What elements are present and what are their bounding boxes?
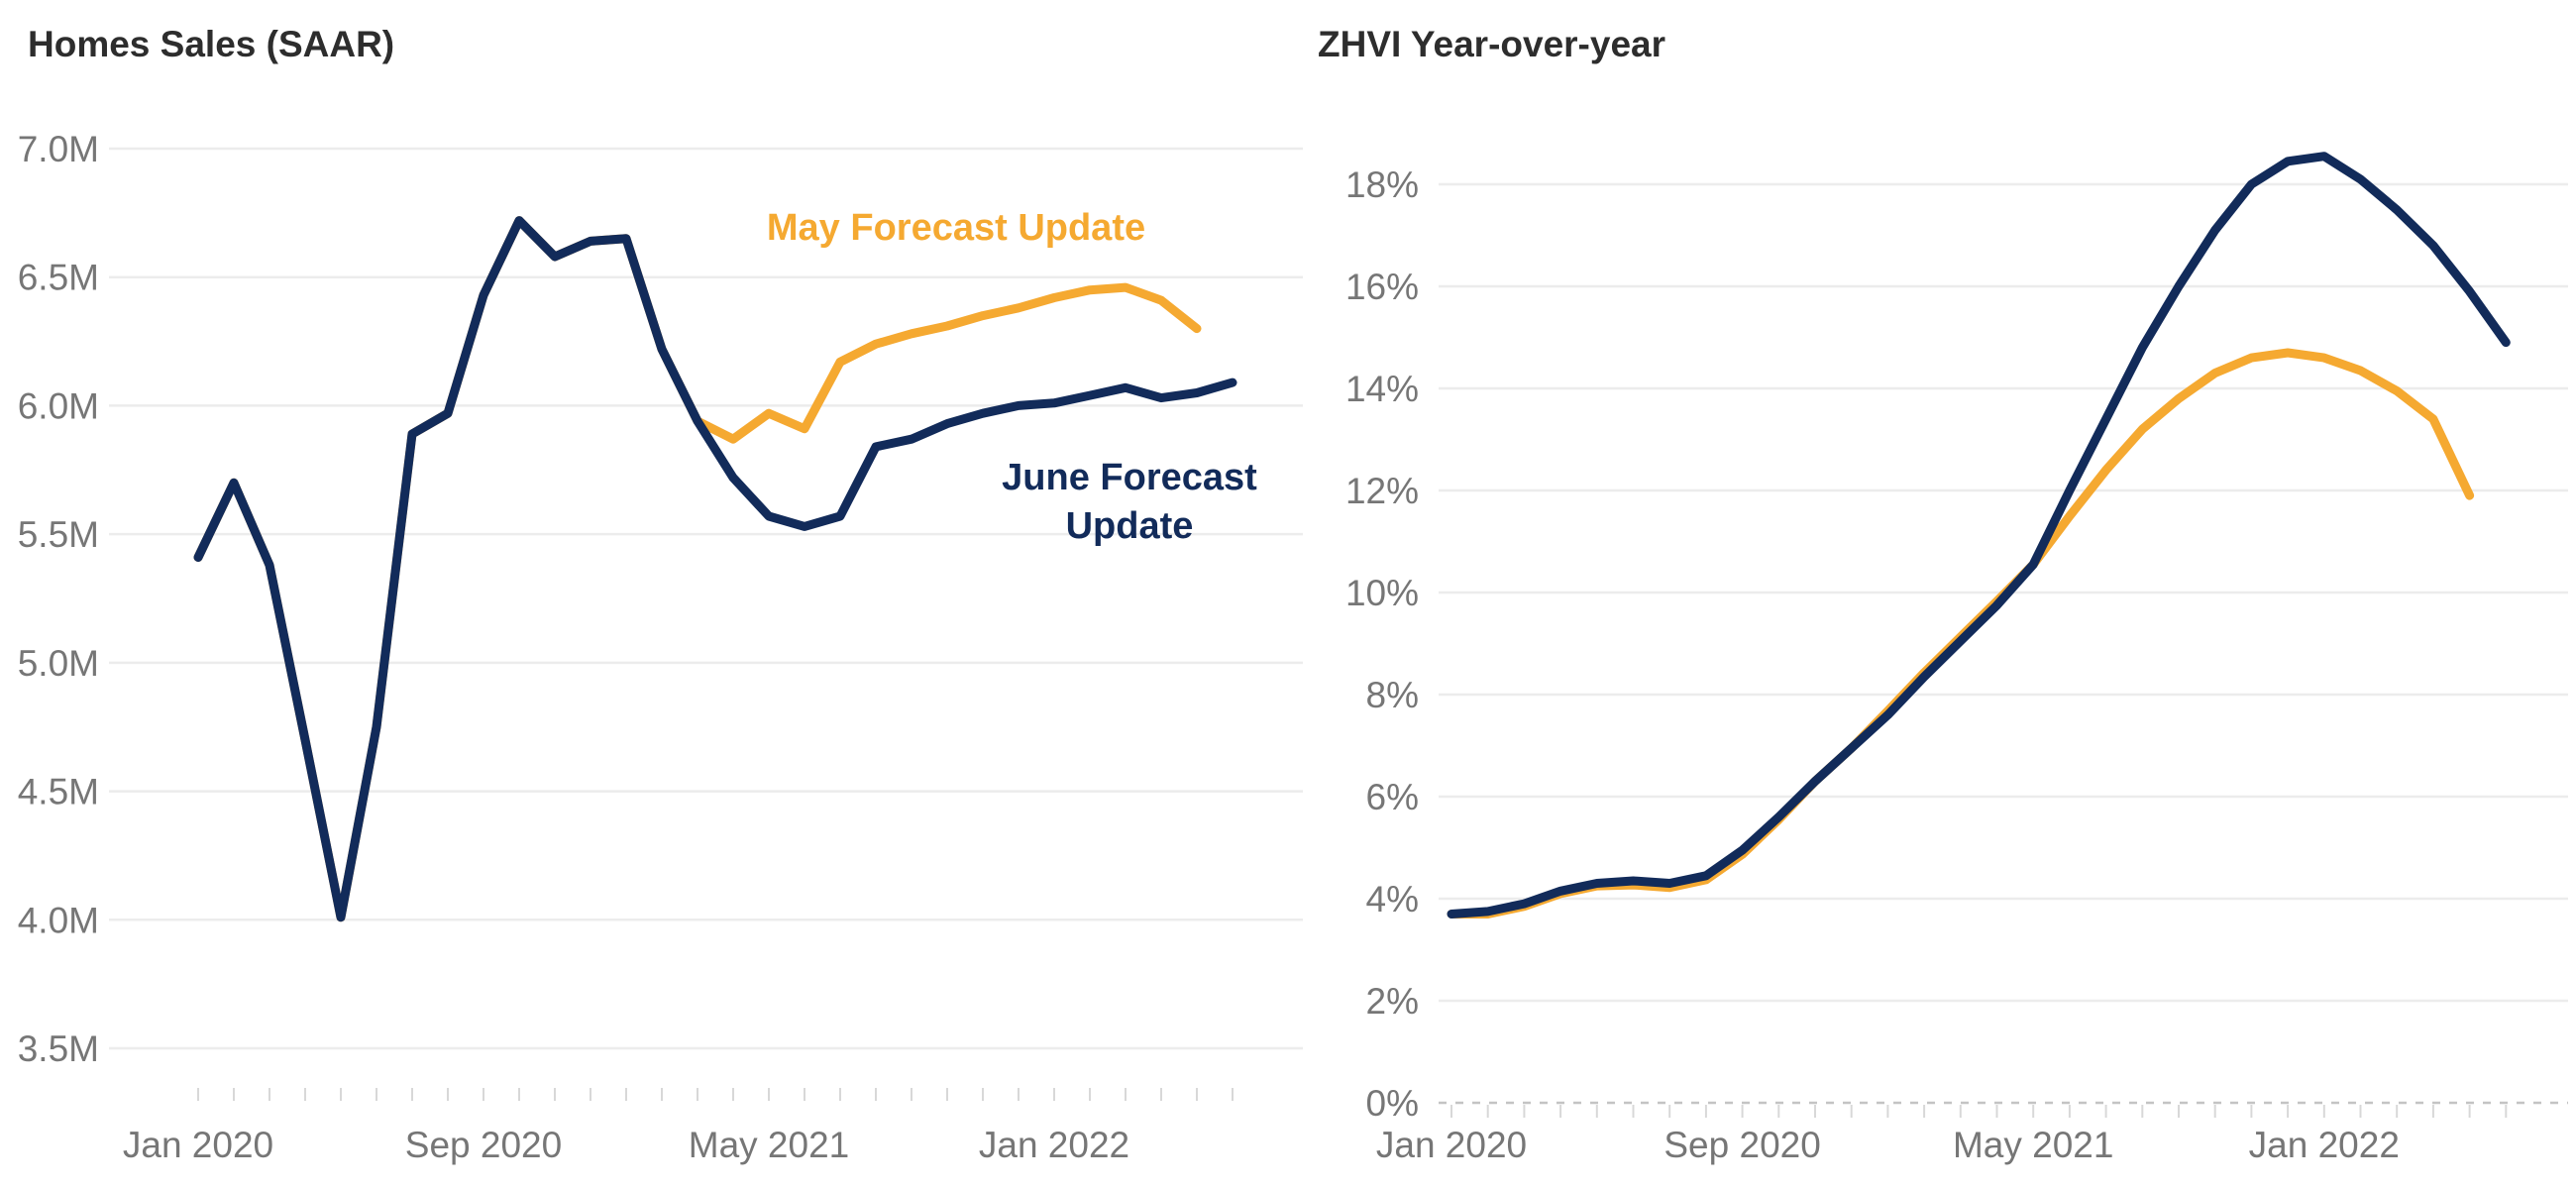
- home-sales-y-axis-label: 5.0M: [18, 643, 99, 684]
- home-sales-x-axis-label: Jan 2022: [979, 1125, 1129, 1165]
- zhvi-yoy-x-axis-label: Jan 2022: [2249, 1125, 2400, 1165]
- home-sales-y-axis-label: 6.5M: [18, 258, 99, 298]
- zhvi-yoy-y-axis-label: 14%: [1345, 369, 1419, 409]
- zhvi-yoy-y-axis-label: 10%: [1345, 573, 1419, 613]
- home-sales-y-axis-label: 4.5M: [18, 772, 99, 812]
- left-chart-title: Homes Sales (SAAR): [28, 24, 395, 64]
- zhvi-yoy-y-axis-label: 8%: [1366, 675, 1419, 715]
- zhvi-yoy-y-axis-label: 4%: [1366, 879, 1419, 919]
- home-sales-y-axis-label: 4.0M: [18, 900, 99, 940]
- zhvi-yoy-y-axis-label: 6%: [1366, 777, 1419, 817]
- home-sales-series-june-forecast-update: [193, 216, 1237, 922]
- zhvi-yoy-y-axis-label: 18%: [1345, 164, 1419, 205]
- home-sales-series-may-forecast-update: [193, 216, 1202, 922]
- series-label-june-forecast: June Forecast Update: [1002, 457, 1257, 547]
- zhvi-yoy-y-axis-label: 16%: [1345, 267, 1419, 307]
- home-sales-x-axis-label: Sep 2020: [405, 1125, 562, 1165]
- series-label-may-forecast: May Forecast Update: [766, 207, 1146, 249]
- zhvi-yoy-series-june-forecast-update: [1447, 152, 2511, 919]
- zhvi-yoy-x-axis-label: Jan 2020: [1376, 1125, 1527, 1165]
- home-sales-x-axis-label: May 2021: [689, 1125, 850, 1165]
- zhvi-yoy-y-axis-label: 0%: [1366, 1083, 1419, 1124]
- zhvi-yoy-y-axis-label: 12%: [1345, 471, 1419, 511]
- home-sales-y-axis-label: 7.0M: [18, 129, 99, 169]
- home-sales-y-axis-label: 5.5M: [18, 514, 99, 555]
- zhvi-yoy-y-axis-label: 2%: [1366, 981, 1419, 1022]
- home-sales-x-axis-label: Jan 2020: [123, 1125, 273, 1165]
- home-sales-y-axis-label: 3.5M: [18, 1028, 99, 1069]
- zhvi-yoy-series-may-forecast-update: [1447, 348, 2475, 919]
- zhvi-yoy-x-axis-label: Sep 2020: [1664, 1125, 1820, 1165]
- right-chart-title: ZHVI Year-over-year: [1318, 24, 1666, 64]
- home-sales-y-axis-label: 6.0M: [18, 385, 99, 426]
- zhvi-yoy-x-axis-label: May 2021: [1953, 1125, 2114, 1165]
